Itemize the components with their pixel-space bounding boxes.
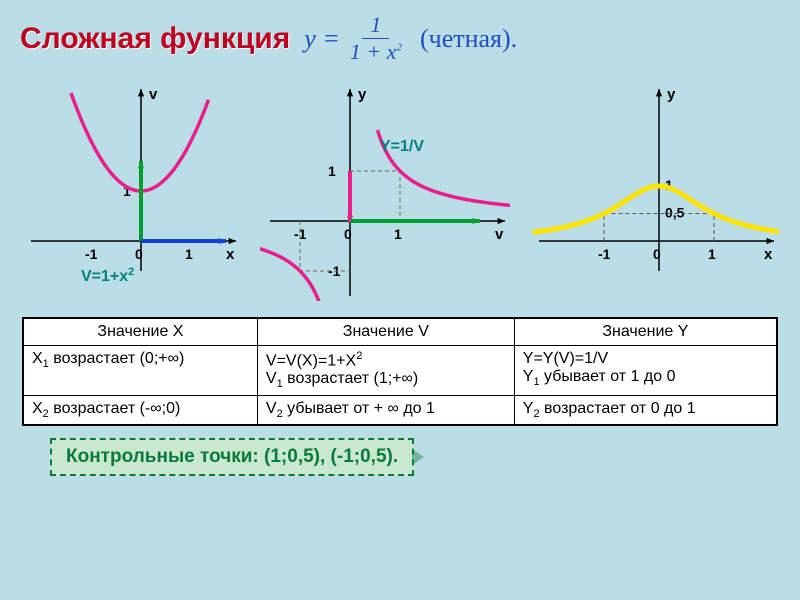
svg-text:1: 1 bbox=[328, 163, 336, 179]
parity-label: (четная). bbox=[420, 24, 517, 54]
svg-text:1: 1 bbox=[394, 226, 402, 242]
svg-text:V=1+x2: V=1+x2 bbox=[81, 266, 134, 281]
control-points: Контрольные точки: (1;0,5), (-1;0,5). bbox=[50, 438, 414, 476]
formula-lhs: y = bbox=[304, 24, 340, 54]
svg-text:v: v bbox=[495, 226, 504, 243]
formula-num: 1 bbox=[362, 12, 389, 39]
svg-text:1: 1 bbox=[708, 246, 716, 262]
svg-text:0,5: 0,5 bbox=[665, 205, 685, 221]
title-row: Сложная функция y = 1 1 + x2 (четная). bbox=[0, 0, 800, 73]
page-title: Сложная функция bbox=[20, 22, 290, 56]
svg-text:Y=1/V: Y=1/V bbox=[380, 138, 424, 155]
svg-text:y: y bbox=[667, 86, 676, 103]
svg-text:-1: -1 bbox=[598, 246, 611, 262]
svg-text:0: 0 bbox=[135, 246, 143, 262]
svg-text:v: v bbox=[149, 86, 158, 103]
svg-text:y: y bbox=[358, 86, 367, 103]
formula-fraction: 1 1 + x2 bbox=[346, 12, 406, 65]
svg-text:x: x bbox=[226, 246, 235, 263]
svg-text:-1: -1 bbox=[85, 246, 98, 262]
chart-2: yv-1011-1Y=1/V bbox=[260, 81, 510, 301]
svg-text:0: 0 bbox=[344, 226, 352, 242]
analysis-table: Значение XЗначение VЗначение YX1 возраст… bbox=[22, 317, 778, 426]
charts-row: vx-1011V=1+x2 yv-1011-1Y=1/V yx-10110,5 bbox=[0, 81, 800, 301]
formula-den: 1 + x2 bbox=[346, 39, 406, 65]
svg-text:1: 1 bbox=[185, 246, 193, 262]
formula: y = 1 1 + x2 bbox=[304, 12, 406, 65]
svg-text:x: x bbox=[764, 246, 773, 263]
chart-3: yx-10110,5 bbox=[529, 81, 779, 301]
chart-1: vx-1011V=1+x2 bbox=[21, 81, 241, 301]
svg-text:0: 0 bbox=[653, 246, 661, 262]
